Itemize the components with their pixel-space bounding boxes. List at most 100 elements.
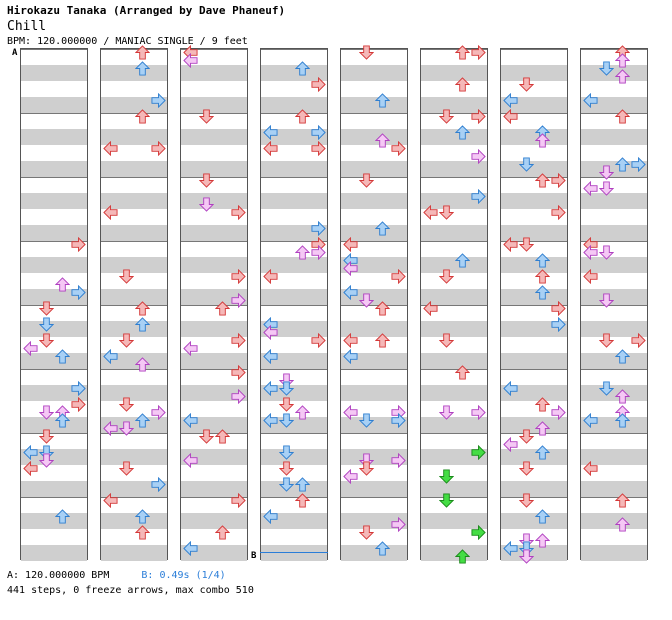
- beat-band: [21, 65, 87, 81]
- beat-band: [421, 353, 487, 369]
- measure-line: [421, 369, 487, 370]
- chart-column: [180, 45, 248, 561]
- down-arrow-icon: [279, 461, 294, 476]
- up-arrow-icon: [135, 317, 150, 332]
- beat-band: [421, 225, 487, 241]
- beat-band: [341, 417, 407, 433]
- beat-band: [581, 65, 647, 81]
- beat-band: [341, 513, 407, 529]
- right-arrow-icon: [311, 221, 326, 236]
- left-arrow-icon: [23, 341, 38, 356]
- down-arrow-icon: [599, 245, 614, 260]
- beat-band: [581, 385, 647, 401]
- up-arrow-icon: [55, 413, 70, 428]
- beat-band: [341, 449, 407, 465]
- measure-line: [181, 177, 247, 178]
- up-arrow-icon: [535, 533, 550, 548]
- beat-band: [501, 129, 567, 145]
- step-stats: 441 steps, 0 freeze arrows, max combo 51…: [7, 585, 254, 596]
- beat-band: [21, 193, 87, 209]
- measure-line: [181, 113, 247, 114]
- measure-line: [101, 49, 167, 50]
- measure-line: [101, 433, 167, 434]
- left-arrow-icon: [583, 461, 598, 476]
- left-arrow-icon: [103, 349, 118, 364]
- beat-band: [181, 225, 247, 241]
- up-arrow-icon: [375, 333, 390, 348]
- chart-column: [100, 45, 168, 561]
- left-arrow-icon: [263, 141, 278, 156]
- beat-band: [181, 481, 247, 497]
- down-arrow-icon: [439, 405, 454, 420]
- beat-band: [581, 321, 647, 337]
- right-arrow-icon: [231, 205, 246, 220]
- beat-band: [581, 289, 647, 305]
- up-arrow-icon: [455, 45, 470, 60]
- measure-line: [421, 241, 487, 242]
- left-arrow-icon: [503, 541, 518, 556]
- up-arrow-icon: [375, 301, 390, 316]
- right-arrow-icon: [311, 125, 326, 140]
- measure-line: [581, 497, 647, 498]
- down-arrow-icon: [39, 317, 54, 332]
- beat-band: [261, 193, 327, 209]
- down-arrow-icon: [439, 109, 454, 124]
- right-arrow-icon: [551, 173, 566, 188]
- beat-band: [501, 193, 567, 209]
- beat-band: [581, 193, 647, 209]
- measure-line: [261, 113, 327, 114]
- beat-band: [21, 225, 87, 241]
- up-arrow-icon: [535, 421, 550, 436]
- down-arrow-icon: [439, 469, 454, 484]
- beat-band: [101, 545, 167, 561]
- measure-line: [21, 113, 87, 114]
- down-arrow-icon: [439, 269, 454, 284]
- measure-line: [421, 177, 487, 178]
- up-arrow-icon: [375, 221, 390, 236]
- measure-line: [21, 305, 87, 306]
- right-arrow-icon: [471, 109, 486, 124]
- beat-band: [501, 353, 567, 369]
- measure-line: [501, 113, 567, 114]
- up-arrow-icon: [295, 493, 310, 508]
- measure-line: [341, 305, 407, 306]
- left-arrow-icon: [583, 269, 598, 284]
- measure-line: [261, 369, 327, 370]
- right-arrow-icon: [391, 453, 406, 468]
- down-arrow-icon: [439, 205, 454, 220]
- left-arrow-icon: [183, 341, 198, 356]
- beat-band: [581, 161, 647, 177]
- beat-band: [181, 321, 247, 337]
- up-arrow-icon: [215, 525, 230, 540]
- measure-line: [501, 241, 567, 242]
- measure-line: [261, 497, 327, 498]
- difficulty-label: Chill: [7, 19, 47, 34]
- beat-band: [501, 513, 567, 529]
- measure-line: [421, 497, 487, 498]
- down-arrow-icon: [279, 477, 294, 492]
- bpm-marker-b: B: [251, 551, 257, 561]
- right-arrow-icon: [231, 269, 246, 284]
- down-arrow-icon: [119, 421, 134, 436]
- beat-band: [181, 161, 247, 177]
- up-arrow-icon: [375, 541, 390, 556]
- right-arrow-icon: [471, 525, 486, 540]
- measure-line: [261, 433, 327, 434]
- up-arrow-icon: [615, 69, 630, 84]
- up-arrow-icon: [615, 493, 630, 508]
- measure-line: [501, 433, 567, 434]
- measure-line: [181, 241, 247, 242]
- chart-column: [580, 45, 648, 561]
- down-arrow-icon: [599, 381, 614, 396]
- bpm-b-label: B: 0.49s (1/4): [141, 570, 226, 581]
- down-arrow-icon: [119, 333, 134, 348]
- bpm-legend: A: 120.000000 BPM B: 0.49s (1/4): [7, 570, 226, 581]
- beat-band: [421, 449, 487, 465]
- up-arrow-icon: [295, 405, 310, 420]
- up-arrow-icon: [535, 397, 550, 412]
- beat-band: [101, 513, 167, 529]
- measure-line: [21, 433, 87, 434]
- up-arrow-icon: [455, 365, 470, 380]
- right-arrow-icon: [231, 333, 246, 348]
- up-arrow-icon: [535, 269, 550, 284]
